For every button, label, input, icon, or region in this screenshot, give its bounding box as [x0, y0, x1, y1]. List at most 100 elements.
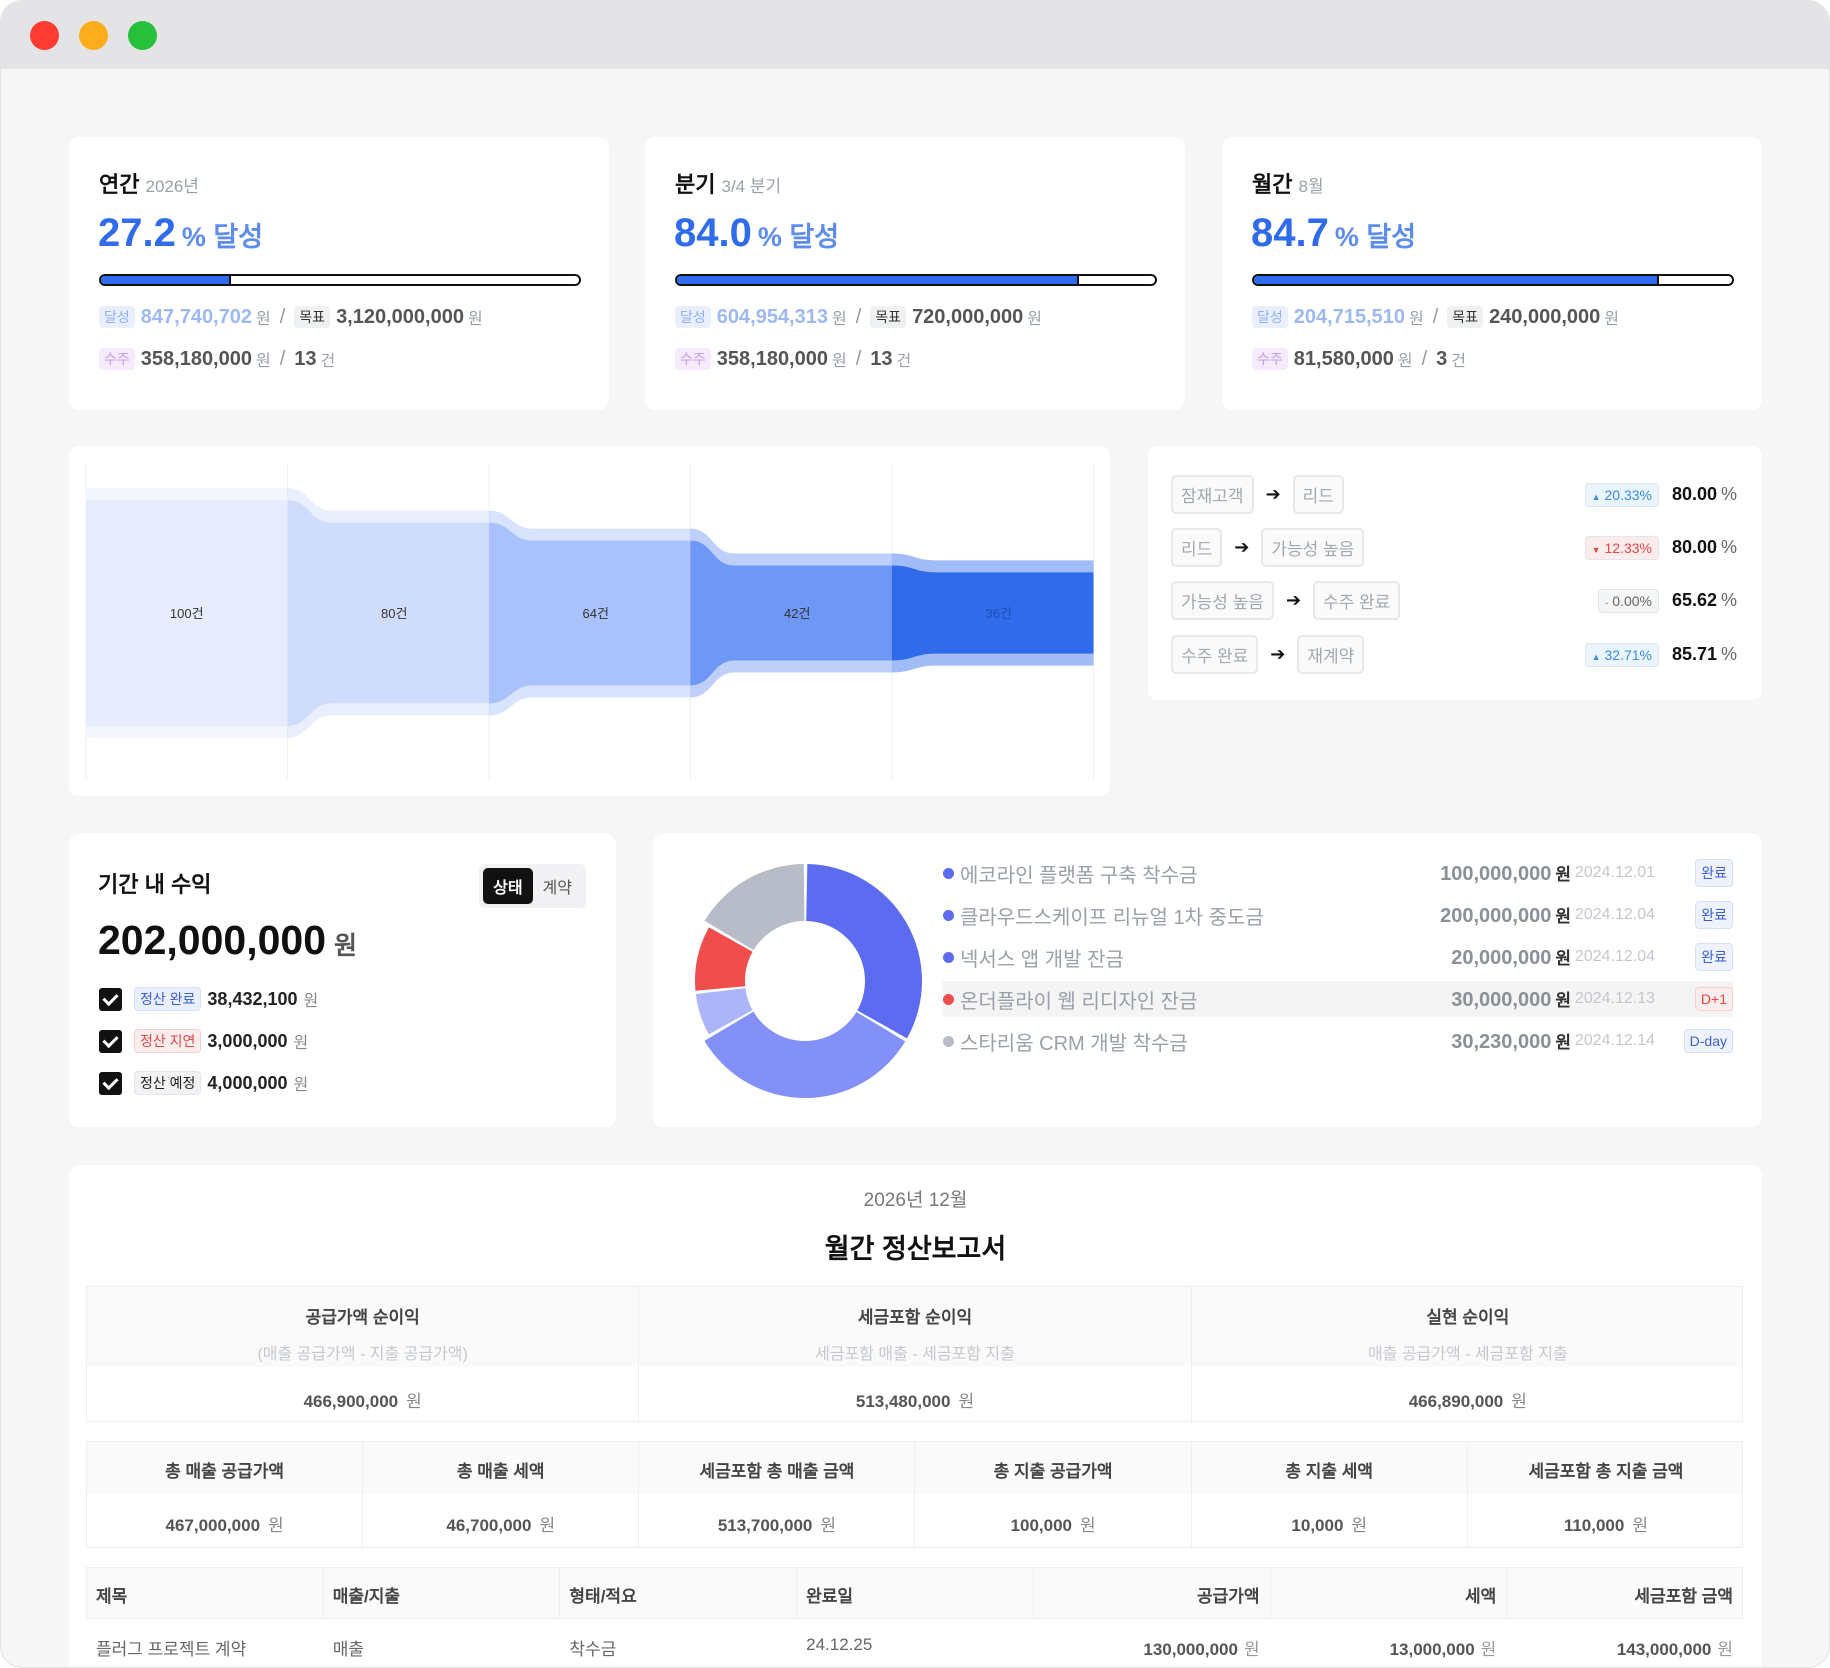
revenue-card: 기간 내 수익 상태 계약 202,000,000 원 정산 완료 38,432,1…: [69, 834, 616, 1127]
won-unit: 원: [1632, 1516, 1648, 1535]
payment-amount-value: 20,000,000: [1451, 947, 1552, 969]
won-unit: 원: [1555, 1033, 1571, 1052]
won-unit: 원: [406, 1392, 422, 1411]
checkbox[interactable]: [99, 1071, 122, 1095]
target-tag: 목표: [870, 306, 907, 328]
table-header-cell[interactable]: 매출/지출: [332, 1587, 400, 1606]
zoom-window-button[interactable]: [128, 21, 157, 50]
kpi-title: 연간 2026년: [99, 167, 199, 199]
kpi-progress-bar: [99, 274, 581, 286]
total-amount-value: 467,000,000: [165, 1516, 261, 1535]
conversion-change-value: 0.00%: [1612, 593, 1652, 609]
profit-formula: 세금포함 매출 - 세금포함 지출: [815, 1346, 1015, 1363]
settlement-status-tag: 정산 지연: [134, 1029, 202, 1053]
revenue-total: 202,000,000 원: [98, 917, 357, 964]
payment-amount-value: 30,230,000: [1451, 1031, 1552, 1053]
table-header-cell[interactable]: 세액: [1465, 1587, 1497, 1606]
funnel-stage-bar: [86, 500, 288, 726]
kpi-percent: 27.2% 달성: [98, 211, 263, 256]
settlement-amount: 4,000,000: [207, 1072, 288, 1093]
won-unit: 원: [1717, 1640, 1733, 1659]
payment-amount: 30,230,000 원: [1451, 1028, 1571, 1054]
table-header-cell[interactable]: 제목: [96, 1587, 128, 1606]
profit-formula: 매출 공급가액 - 세금포함 지출: [1367, 1346, 1568, 1363]
total-amount-value: 110,000: [1563, 1516, 1625, 1535]
table-row[interactable]: 플러그 프로젝트 계약 매출 착수금 24.12.25 130,000,000 원 13,0…: [86, 1619, 1743, 1667]
conversion-rate-unit: %: [1720, 590, 1737, 610]
conversion-row: 수주 완료 ➔ 재계약: [1171, 635, 1365, 674]
status-dot-icon: [943, 909, 954, 921]
won-unit: 원: [303, 993, 319, 1010]
settlement-status-tag: 정산 예정: [134, 1071, 202, 1095]
payment-row[interactable]: 에코라인 플랫폼 구축 착수금 100,000,000 원 2024.12.01 완료: [943, 855, 1733, 891]
status-dot-icon: [943, 951, 954, 963]
won-unit: 원: [1555, 949, 1571, 968]
table-cell: 13,000,000 원: [1390, 1635, 1497, 1660]
kpi-percent-value: 84.7: [1251, 211, 1329, 255]
table-cell: 매출: [332, 1640, 364, 1659]
toggle-status[interactable]: 상태: [483, 868, 533, 904]
conversion-from-stage: 가능성 높음: [1171, 581, 1274, 620]
minimize-window-button[interactable]: [79, 21, 108, 50]
arrow-right-icon: ➔: [1285, 590, 1302, 610]
achieved-tag: 달성: [1252, 306, 1288, 328]
kpi-percent-value: 84.0: [674, 211, 752, 255]
checkbox[interactable]: [99, 987, 122, 1011]
kpi-progress-fill: [101, 276, 232, 284]
donut-segment: [704, 1011, 906, 1098]
target-amount: 720,000,000: [912, 305, 1024, 328]
table-header-cell[interactable]: 완료일: [806, 1587, 854, 1606]
kpi-progress-fill: [1254, 276, 1659, 284]
toggle-contract[interactable]: 계약: [542, 880, 572, 897]
conversion-change-value: 12.33%: [1604, 540, 1652, 556]
kpi-period: 3/4 분기: [721, 177, 782, 196]
won-unit: 원: [1351, 1516, 1368, 1535]
table-header-cell[interactable]: 세금포함 금액: [1634, 1587, 1733, 1606]
checkbox[interactable]: [99, 1029, 122, 1053]
profit-header-band: [87, 1287, 1742, 1367]
payment-name: 에코라인 플랫폼 구축 착수금: [960, 864, 1198, 887]
kpi-title-text: 분기: [675, 172, 716, 197]
conversion-change-value: 20.33%: [1604, 487, 1652, 503]
won-unit: 원: [539, 1516, 556, 1535]
status-dot-icon: [943, 993, 954, 1005]
conversion-change-badge: -0.00%: [1598, 589, 1659, 613]
kpi-period: 8월: [1298, 177, 1324, 196]
separator: /: [855, 347, 862, 370]
conversion-rate-value: 85.71: [1671, 644, 1717, 664]
profit-column: 실현 순이익 매출 공급가액 - 세금포함 지출 466,890,000 원: [1192, 1287, 1744, 1423]
conversion-to-stage: 가능성 높음: [1261, 528, 1365, 567]
funnel-stage-bar: [287, 500, 489, 726]
column-divider: [559, 1567, 561, 1619]
column-divider: [1506, 1567, 1508, 1619]
target-amount: 240,000,000: [1489, 305, 1601, 328]
payment-name: 넥서스 앱 개발 잔금: [960, 948, 1124, 971]
won-unit: 원: [1079, 1516, 1096, 1535]
payment-row[interactable]: 온더플라이 웹 리디자인 잔금 30,000,000 원 2024.12.13 D+1: [943, 981, 1733, 1017]
achieved-amount: 204,715,510: [1293, 305, 1405, 328]
conversion-change-badge: ▲ 32.71%: [1584, 643, 1659, 667]
donut-segment: [695, 988, 753, 1035]
payment-row[interactable]: 넥서스 앱 개발 잔금 20,000,000 원 2024.12.04 완료: [943, 939, 1733, 975]
dash-icon: -: [1605, 598, 1609, 608]
table-header-cell[interactable]: 형태/적요: [569, 1587, 637, 1606]
achieved-amount: 604,954,313: [716, 305, 828, 328]
table-header-cell[interactable]: 공급가액: [1197, 1587, 1260, 1606]
table-header-band: [86, 1567, 1743, 1619]
payment-date: 2024.12.14: [1574, 1032, 1655, 1049]
conversion-change-badge: ▼ 12.33%: [1584, 536, 1659, 560]
conversion-rate: 85.71%: [1672, 644, 1737, 665]
close-window-button[interactable]: [30, 21, 59, 50]
total-amount-value: 513,700,000: [717, 1516, 813, 1535]
won-unit: 원: [1397, 353, 1413, 370]
payment-row[interactable]: 클라우드스케이프 리뉴얼 1차 중도금 200,000,000 원 2024.12.0…: [943, 897, 1733, 933]
conversion-rate-value: 80.00: [1671, 484, 1717, 504]
payment-amount-value: 30,000,000: [1451, 989, 1552, 1011]
arrow-right-icon: ➔: [1234, 537, 1250, 557]
funnel-stage-label: 36건: [986, 606, 1012, 621]
table-cell-value: 143,000,000: [1616, 1640, 1712, 1659]
payment-status-badge: D-day: [1683, 1029, 1733, 1053]
payment-row[interactable]: 스타리움 CRM 개발 착수금 30,230,000 원 2024.12.14 D-da…: [943, 1023, 1733, 1059]
profit-amount: 466,900,000 원: [87, 1387, 638, 1412]
conversion-from-stage: 리드: [1171, 528, 1223, 567]
